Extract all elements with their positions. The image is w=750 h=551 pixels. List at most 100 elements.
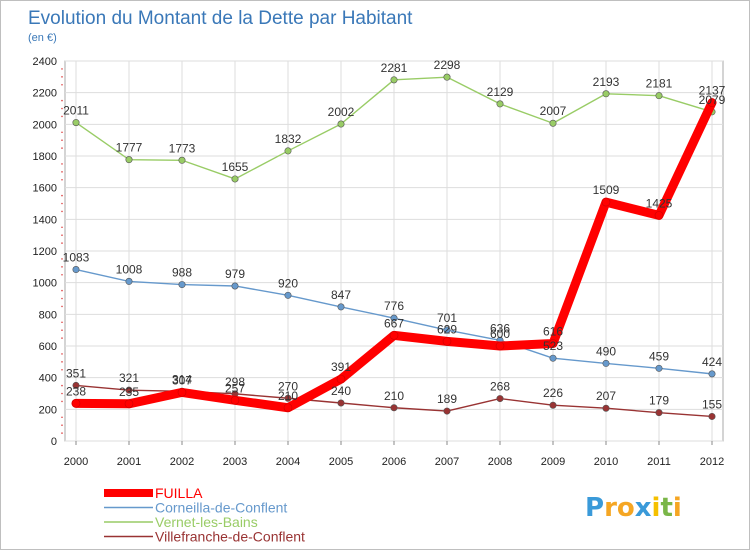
data-point <box>231 175 239 183</box>
data-point <box>549 119 557 127</box>
y-minor-tick <box>61 400 63 403</box>
data-point <box>284 394 292 402</box>
logo-letter: i <box>672 493 682 523</box>
data-label: 298 <box>225 375 245 389</box>
data-point <box>602 359 610 367</box>
data-label: 979 <box>225 267 245 281</box>
y-tick-label: 1400 <box>33 214 57 226</box>
y-minor-tick <box>61 353 63 355</box>
data-label: 1777 <box>116 141 143 155</box>
logo-letter: P <box>585 493 605 523</box>
data-label: 179 <box>649 394 669 408</box>
y-minor-tick <box>61 234 63 236</box>
y-tick-label: 400 <box>39 373 57 385</box>
data-point <box>602 90 610 98</box>
data-label: 2007 <box>540 104 567 118</box>
y-tick-label: 2200 <box>33 88 57 100</box>
data-label: 2193 <box>593 75 620 89</box>
y-minor-tick <box>61 392 63 395</box>
data-label: 1008 <box>116 262 143 276</box>
data-point <box>654 211 664 220</box>
y-minor-tick <box>61 139 63 141</box>
y-minor-tick <box>61 297 63 300</box>
x-tick-label: 2008 <box>488 456 512 468</box>
data-point <box>495 341 505 351</box>
data-point <box>177 388 187 397</box>
data-label: 629 <box>437 322 457 336</box>
x-tick-label: 2005 <box>329 456 353 468</box>
y-minor-tick <box>61 107 63 110</box>
y-minor-tick <box>61 147 63 149</box>
data-point <box>72 119 80 127</box>
data-point <box>655 92 663 100</box>
data-label: 2002 <box>328 105 355 119</box>
logo-letter: o <box>616 493 635 523</box>
logo-letter: i <box>651 493 661 523</box>
data-point <box>231 282 239 290</box>
y-tick-label: 0 <box>51 436 57 448</box>
data-label: 1509 <box>593 183 620 197</box>
legend-label: Vernet-les-Bains <box>155 514 258 530</box>
data-label: 2011 <box>63 104 89 118</box>
y-minor-tick <box>61 242 63 244</box>
data-point <box>389 331 399 340</box>
x-tick-label: 2012 <box>700 456 724 468</box>
data-label: 920 <box>278 276 298 290</box>
data-label: 667 <box>384 316 404 330</box>
data-point <box>549 401 557 409</box>
data-point <box>72 381 80 389</box>
data-label: 321 <box>119 371 139 385</box>
data-label: 207 <box>596 389 616 403</box>
y-tick-label: 1600 <box>33 183 57 195</box>
y-tick-label: 1200 <box>33 246 57 258</box>
y-minor-tick <box>61 258 63 260</box>
data-point <box>496 100 504 108</box>
data-label: 523 <box>543 339 563 353</box>
data-label: 2137 <box>699 84 726 98</box>
data-label: 155 <box>702 397 722 411</box>
data-label: 636 <box>490 321 510 335</box>
x-tick-label: 2000 <box>64 456 88 468</box>
data-label: 1425 <box>646 196 673 210</box>
y-minor-tick <box>61 305 63 308</box>
data-label: 490 <box>596 344 616 358</box>
chart-title: Evolution du Montant de la Dette par Hab… <box>28 8 413 29</box>
data-point <box>443 407 451 415</box>
x-tick-label: 2006 <box>382 456 406 468</box>
data-label: 268 <box>490 380 510 394</box>
data-label: 210 <box>384 389 404 403</box>
data-point <box>125 277 133 285</box>
logo-letter: t <box>660 493 673 523</box>
data-label: 847 <box>331 288 351 302</box>
legend-label: FUILLA <box>155 485 203 501</box>
data-label: 351 <box>66 366 86 380</box>
y-minor-tick <box>61 226 63 229</box>
data-label: 314 <box>172 372 192 386</box>
data-point <box>284 147 292 155</box>
data-label: 1832 <box>275 132 302 146</box>
y-minor-tick <box>61 416 63 419</box>
data-label: 226 <box>543 386 563 400</box>
x-tick-label: 2007 <box>435 456 459 468</box>
y-minor-tick <box>61 384 63 387</box>
data-label: 240 <box>331 384 351 398</box>
data-point <box>283 403 293 413</box>
y-tick-label: 600 <box>39 341 57 353</box>
x-tick-label: 2003 <box>223 456 247 468</box>
data-point <box>337 120 345 128</box>
data-label: 988 <box>172 266 192 280</box>
data-point <box>496 395 504 403</box>
data-point <box>601 197 611 207</box>
data-label: 701 <box>437 311 457 325</box>
y-minor-tick <box>61 163 63 165</box>
data-label: 2281 <box>381 61 408 75</box>
data-point <box>124 399 134 409</box>
data-point <box>390 314 398 322</box>
data-label: 391 <box>331 360 351 374</box>
y-tick-label: 2000 <box>33 119 57 131</box>
y-minor-tick <box>61 266 63 268</box>
data-label: 1773 <box>169 141 196 155</box>
y-minor-tick <box>61 68 63 70</box>
